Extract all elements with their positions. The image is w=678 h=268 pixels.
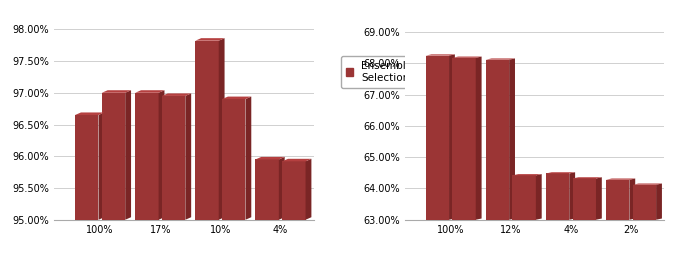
Polygon shape [282, 161, 306, 220]
Polygon shape [75, 115, 98, 220]
Polygon shape [256, 157, 285, 159]
Polygon shape [222, 99, 245, 220]
Polygon shape [633, 185, 656, 220]
Polygon shape [162, 94, 191, 96]
Polygon shape [135, 90, 165, 93]
Polygon shape [633, 184, 662, 185]
Polygon shape [306, 159, 311, 220]
Polygon shape [546, 173, 570, 220]
Polygon shape [629, 178, 635, 220]
Polygon shape [452, 58, 476, 220]
Polygon shape [606, 178, 635, 180]
Polygon shape [279, 157, 285, 220]
Polygon shape [573, 178, 596, 220]
Legend: Ensemble
Selection: Ensemble Selection [340, 56, 418, 88]
Polygon shape [282, 159, 311, 161]
Polygon shape [102, 90, 131, 93]
Polygon shape [485, 58, 515, 60]
Polygon shape [222, 96, 252, 99]
Polygon shape [485, 60, 509, 220]
Polygon shape [162, 96, 185, 220]
Polygon shape [513, 174, 542, 175]
Polygon shape [476, 57, 481, 220]
Polygon shape [573, 177, 602, 178]
Polygon shape [159, 90, 165, 220]
Polygon shape [102, 93, 125, 220]
Polygon shape [426, 55, 449, 220]
Polygon shape [656, 184, 662, 220]
Polygon shape [195, 38, 224, 41]
Polygon shape [135, 93, 159, 220]
Polygon shape [570, 172, 575, 220]
Polygon shape [219, 38, 224, 220]
Polygon shape [509, 58, 515, 220]
Polygon shape [596, 177, 602, 220]
Polygon shape [245, 96, 252, 220]
Polygon shape [536, 174, 542, 220]
Polygon shape [449, 54, 455, 220]
Polygon shape [75, 113, 104, 115]
Polygon shape [125, 90, 131, 220]
Polygon shape [452, 57, 481, 58]
Polygon shape [195, 41, 219, 220]
Polygon shape [256, 159, 279, 220]
Polygon shape [513, 175, 536, 220]
Polygon shape [98, 113, 104, 220]
Polygon shape [185, 94, 191, 220]
Polygon shape [546, 172, 575, 173]
Polygon shape [426, 54, 455, 55]
Polygon shape [606, 180, 629, 220]
